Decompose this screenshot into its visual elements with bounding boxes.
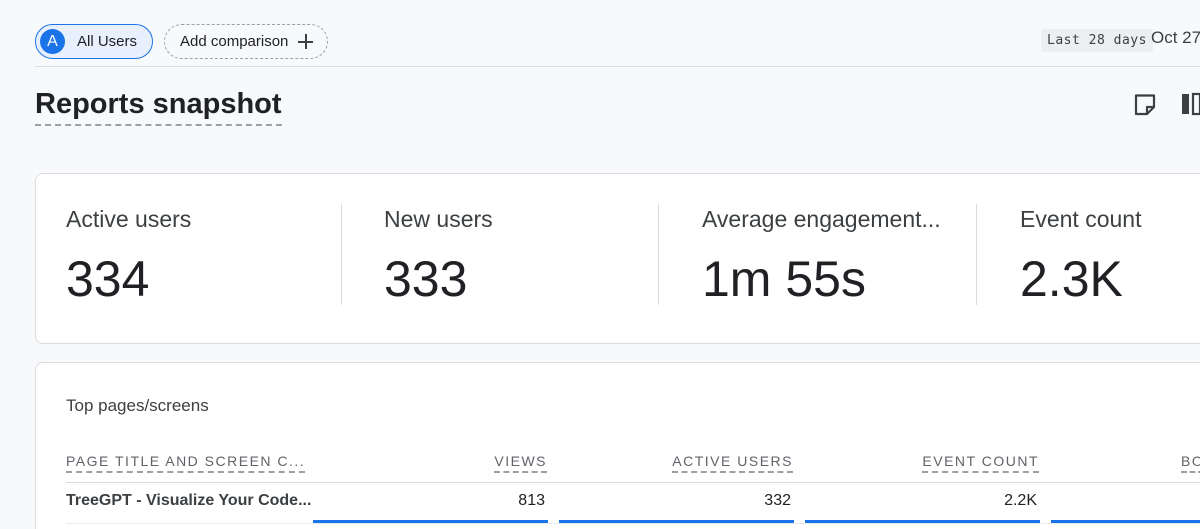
metrics-card: Active users 334 New users 333 Average e… [35, 173, 1200, 344]
metric-value: 2.3K [1020, 251, 1123, 307]
row-active-users: 332 [764, 492, 791, 509]
metric-label: Active users [66, 206, 192, 232]
metric-label: Event count [1020, 206, 1142, 232]
column-header-bounce[interactable]: BO [1181, 453, 1200, 473]
metric-label: Average engagement... [702, 206, 941, 232]
comparison-bar: A All Users Add comparison Last 28 days … [0, 0, 1200, 66]
bounce-share-bar [1051, 520, 1200, 523]
page-title[interactable]: Reports snapshot [35, 88, 282, 126]
card-title: Top pages/screens [66, 396, 209, 415]
add-comparison-label: Add comparison [180, 33, 289, 50]
header-divider [35, 66, 1200, 67]
row-divider [66, 523, 1200, 524]
header-row-divider [66, 482, 1200, 483]
compare-icon[interactable] [1181, 92, 1200, 116]
date-range-start[interactable]: Oct 27 [1151, 28, 1200, 47]
column-header-views[interactable]: VIEWS [494, 453, 547, 473]
row-event-count: 2.2K [1004, 492, 1037, 509]
date-range-badge[interactable]: Last 28 days [1041, 29, 1153, 52]
row-views: 813 [518, 492, 545, 509]
metric-label: New users [384, 206, 493, 232]
column-header-event-count[interactable]: EVENT COUNT [922, 453, 1039, 473]
plus-icon [298, 34, 314, 49]
add-comparison-button[interactable]: Add comparison [164, 24, 328, 59]
event-count-share-bar [805, 520, 1040, 523]
all-users-segment-chip[interactable]: A All Users [35, 24, 153, 59]
metric-value: 334 [66, 251, 150, 307]
note-icon[interactable] [1133, 93, 1157, 116]
metric-value: 1m 55s [702, 251, 866, 307]
segment-label: All Users [77, 33, 138, 50]
metric-divider [341, 204, 342, 305]
segment-avatar: A [40, 29, 65, 54]
column-header-active-users[interactable]: ACTIVE USERS [672, 453, 793, 473]
top-pages-card: Top pages/screens PAGE TITLE AND SCREEN … [35, 362, 1200, 529]
row-page-title[interactable]: TreeGPT - Visualize Your Code... [66, 492, 312, 509]
views-share-bar [313, 520, 548, 523]
column-header-page-title[interactable]: PAGE TITLE AND SCREEN C... [66, 453, 306, 473]
active-users-share-bar [559, 520, 794, 523]
metric-divider [976, 204, 977, 305]
metric-value: 333 [384, 251, 468, 307]
metric-divider [658, 204, 659, 305]
